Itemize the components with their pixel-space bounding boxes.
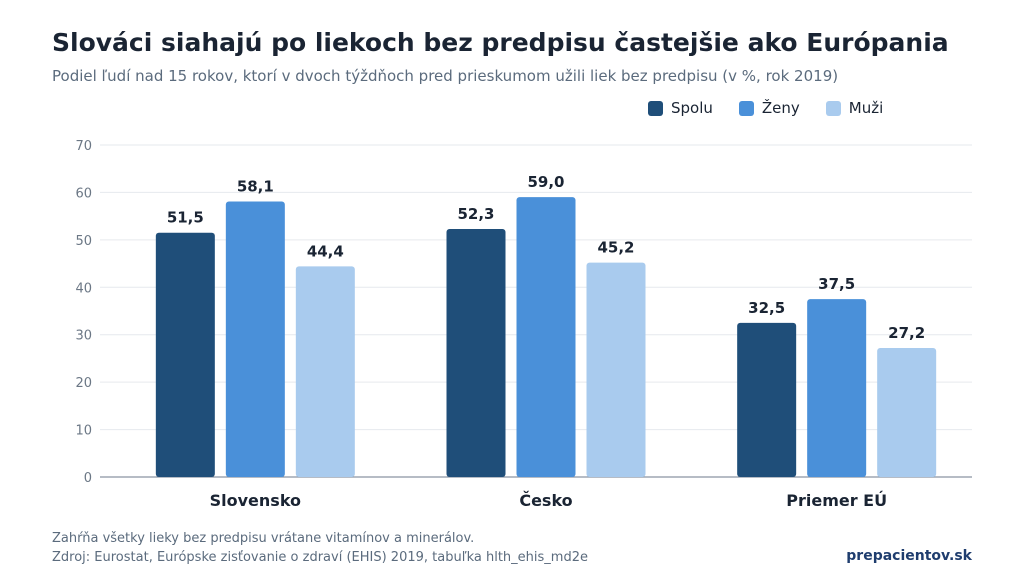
legend-swatch-spolu — [648, 100, 663, 116]
x-category-label: Priemer EÚ — [786, 491, 887, 510]
y-tick-label: 20 — [75, 376, 92, 391]
data-label: 45,2 — [597, 239, 634, 257]
y-tick-label: 50 — [75, 234, 92, 249]
legend-swatch-muzi — [825, 100, 841, 116]
bar — [295, 266, 355, 477]
chart-subtitle: Podiel ľudí nad 15 rokov, ktorí v dvoch … — [52, 67, 839, 85]
x-category-label: Česko — [519, 491, 572, 510]
legend-item-spolu: Spolu — [648, 99, 713, 117]
chart-title: Slováci siahajú po liekoch bez predpisu … — [52, 28, 949, 57]
y-tick-label: 30 — [75, 329, 92, 344]
bar — [446, 228, 506, 477]
data-label: 51,5 — [167, 209, 204, 227]
bar-chart: 0 10 20 30 40 50 60 70 51,5 58,1 44,4 Slovensko 52,3… — [75, 139, 972, 510]
legend-item-muzi: Muži — [825, 99, 884, 117]
footer-source: Zdroj: Eurostat, Európske zisťovanie o z… — [52, 550, 588, 565]
legend-label-zeny: Ženy — [761, 99, 800, 117]
legend: Spolu Ženy Muži — [648, 99, 883, 117]
data-label: 37,5 — [818, 275, 855, 293]
data-label: 32,5 — [748, 299, 785, 317]
data-label: 44,4 — [307, 242, 344, 260]
bar — [877, 347, 937, 477]
legend-label-spolu: Spolu — [671, 99, 713, 117]
y-tick-label: 60 — [75, 186, 92, 201]
legend-item-zeny: Ženy — [738, 99, 800, 117]
data-label: 59,0 — [527, 173, 564, 191]
data-label: 27,2 — [888, 324, 925, 342]
bar — [586, 262, 646, 477]
legend-label-muzi: Muži — [848, 99, 884, 117]
bar — [807, 299, 867, 477]
y-tick-label: 0 — [84, 471, 92, 486]
y-tick-label: 40 — [75, 281, 92, 296]
brand-link[interactable]: prepacientov.sk — [846, 548, 972, 564]
footer: Zahŕňa všetky lieky bez predpisu vrátane… — [52, 529, 588, 567]
footer-note: Zahŕňa všetky lieky bez predpisu vrátane… — [52, 531, 475, 546]
y-tick-label: 10 — [75, 424, 92, 439]
y-tick-label: 70 — [75, 139, 92, 154]
bar — [155, 232, 215, 477]
legend-swatch-zeny — [738, 100, 754, 116]
data-label: 52,3 — [457, 205, 494, 223]
data-label: 58,1 — [237, 177, 274, 195]
bar — [737, 322, 797, 477]
bar — [516, 197, 576, 477]
bar — [225, 201, 285, 477]
x-category-label: Slovensko — [210, 491, 301, 510]
